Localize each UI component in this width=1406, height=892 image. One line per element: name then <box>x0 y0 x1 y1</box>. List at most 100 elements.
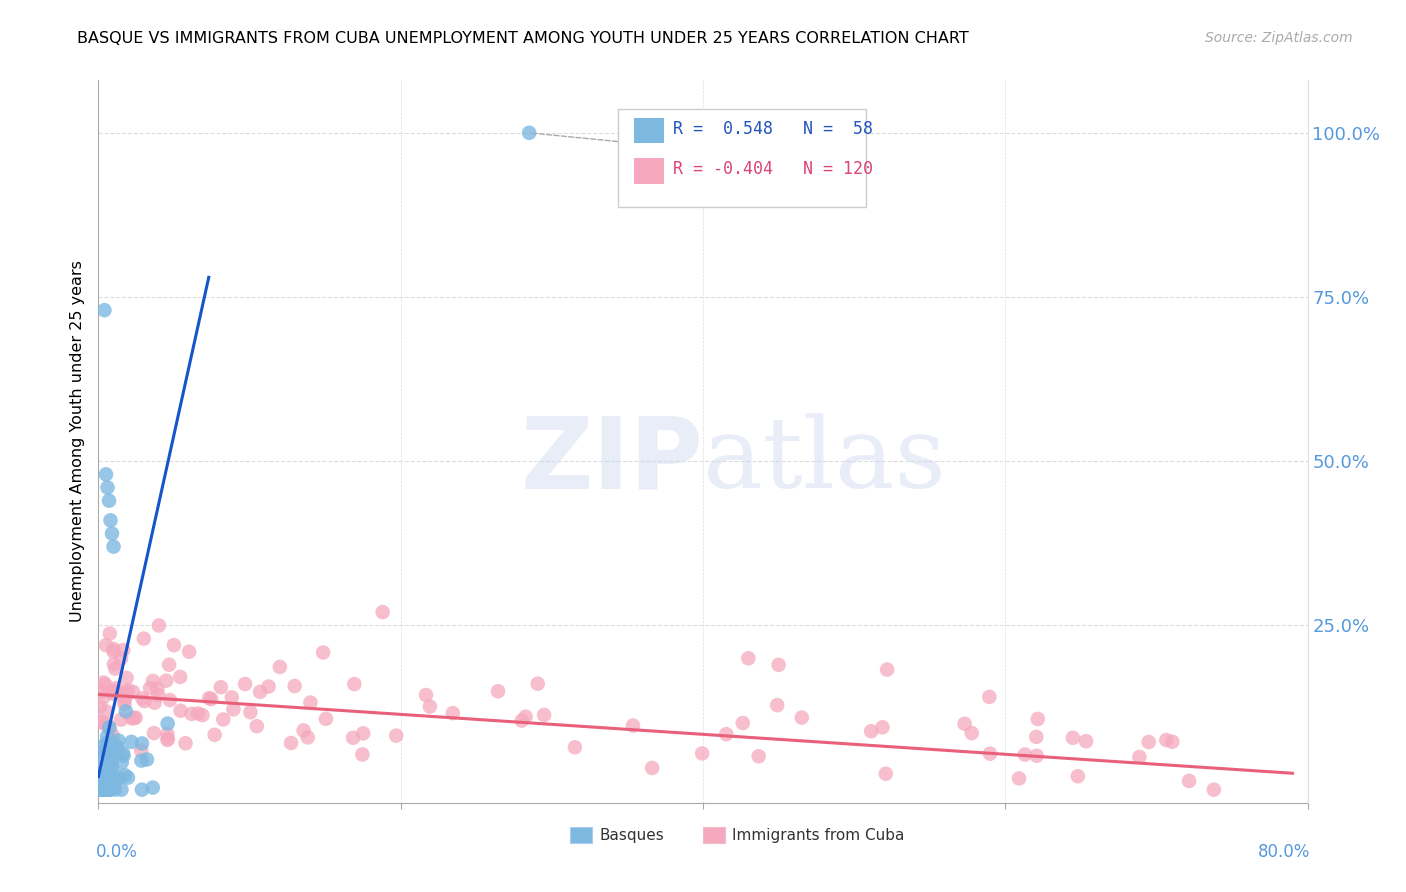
Point <box>100 772 122 786</box>
Point <box>91 782 114 797</box>
Point <box>1161 735 1184 749</box>
Point <box>209 680 232 694</box>
Point <box>953 716 976 731</box>
Point <box>486 684 509 698</box>
Point <box>90 739 112 754</box>
Point <box>239 705 262 719</box>
Text: Immigrants from Cuba: Immigrants from Cuba <box>733 828 904 843</box>
Point <box>1025 748 1047 763</box>
Point <box>148 618 170 632</box>
Point <box>1025 730 1047 744</box>
Point <box>97 767 120 781</box>
Point <box>343 677 366 691</box>
Point <box>101 758 124 772</box>
Point <box>292 723 315 738</box>
Point <box>89 768 111 782</box>
Point <box>131 782 153 797</box>
Point <box>96 736 118 750</box>
Point <box>100 684 122 698</box>
Point <box>110 782 132 797</box>
Point <box>96 782 118 797</box>
Point <box>124 711 146 725</box>
Point <box>1202 782 1225 797</box>
Point <box>179 645 201 659</box>
Point <box>526 676 548 690</box>
Point <box>100 753 122 767</box>
Point <box>103 737 125 751</box>
Point <box>246 719 269 733</box>
Point <box>91 748 114 763</box>
Point <box>101 728 124 742</box>
Point <box>117 683 139 698</box>
Point <box>441 706 464 721</box>
Point <box>103 642 125 657</box>
Text: 0.0%: 0.0% <box>96 843 138 861</box>
Point <box>104 662 127 676</box>
Point <box>89 773 111 788</box>
Point <box>117 771 139 785</box>
Point <box>89 782 111 797</box>
Point <box>131 736 153 750</box>
Point <box>315 712 337 726</box>
Point <box>101 526 124 541</box>
Point <box>114 768 136 782</box>
Point <box>142 673 165 688</box>
Point <box>93 782 115 797</box>
Point <box>269 660 291 674</box>
Point <box>98 723 121 737</box>
Point <box>148 688 170 702</box>
Point <box>200 692 222 706</box>
Point <box>114 685 136 699</box>
Point <box>96 481 118 495</box>
Point <box>98 720 121 734</box>
Point <box>1074 734 1097 748</box>
Point <box>108 771 131 785</box>
Point <box>146 681 169 696</box>
Point <box>169 670 191 684</box>
Y-axis label: Unemployment Among Youth under 25 years: Unemployment Among Youth under 25 years <box>70 260 86 623</box>
Point <box>105 772 128 786</box>
Point <box>876 663 898 677</box>
Point <box>101 764 124 778</box>
Point <box>114 693 136 707</box>
Point <box>114 697 136 711</box>
Point <box>979 690 1001 704</box>
Point <box>1178 773 1201 788</box>
Point <box>94 770 117 784</box>
Point <box>107 733 129 747</box>
Bar <box>634 118 664 143</box>
Point <box>960 726 983 740</box>
Point <box>875 766 897 780</box>
Point <box>342 731 364 745</box>
Point <box>107 740 129 755</box>
Point <box>98 754 121 768</box>
Point <box>115 690 138 704</box>
Point <box>621 718 644 732</box>
Point <box>136 752 159 766</box>
Point <box>731 716 754 731</box>
Point <box>101 750 124 764</box>
Point <box>94 677 117 691</box>
Point <box>233 677 256 691</box>
Text: 80.0%: 80.0% <box>1257 843 1310 861</box>
Point <box>257 680 280 694</box>
Point <box>1137 735 1160 749</box>
Bar <box>703 827 724 843</box>
Point <box>115 704 138 718</box>
Point <box>790 711 813 725</box>
Point <box>155 673 177 688</box>
Point <box>89 782 111 797</box>
Text: BASQUE VS IMMIGRANTS FROM CUBA UNEMPLOYMENT AMONG YOUTH UNDER 25 YEARS CORRELATI: BASQUE VS IMMIGRANTS FROM CUBA UNEMPLOYM… <box>77 31 969 46</box>
FancyBboxPatch shape <box>619 109 866 207</box>
Point <box>94 638 117 652</box>
Point <box>110 713 132 727</box>
Point <box>111 746 134 760</box>
Point <box>156 731 179 746</box>
Point <box>110 651 132 665</box>
Point <box>98 772 121 787</box>
Point <box>97 771 120 785</box>
Point <box>191 708 214 723</box>
Text: R = -0.404   N = 120: R = -0.404 N = 120 <box>672 160 873 178</box>
Point <box>768 657 790 672</box>
Point <box>103 645 125 659</box>
